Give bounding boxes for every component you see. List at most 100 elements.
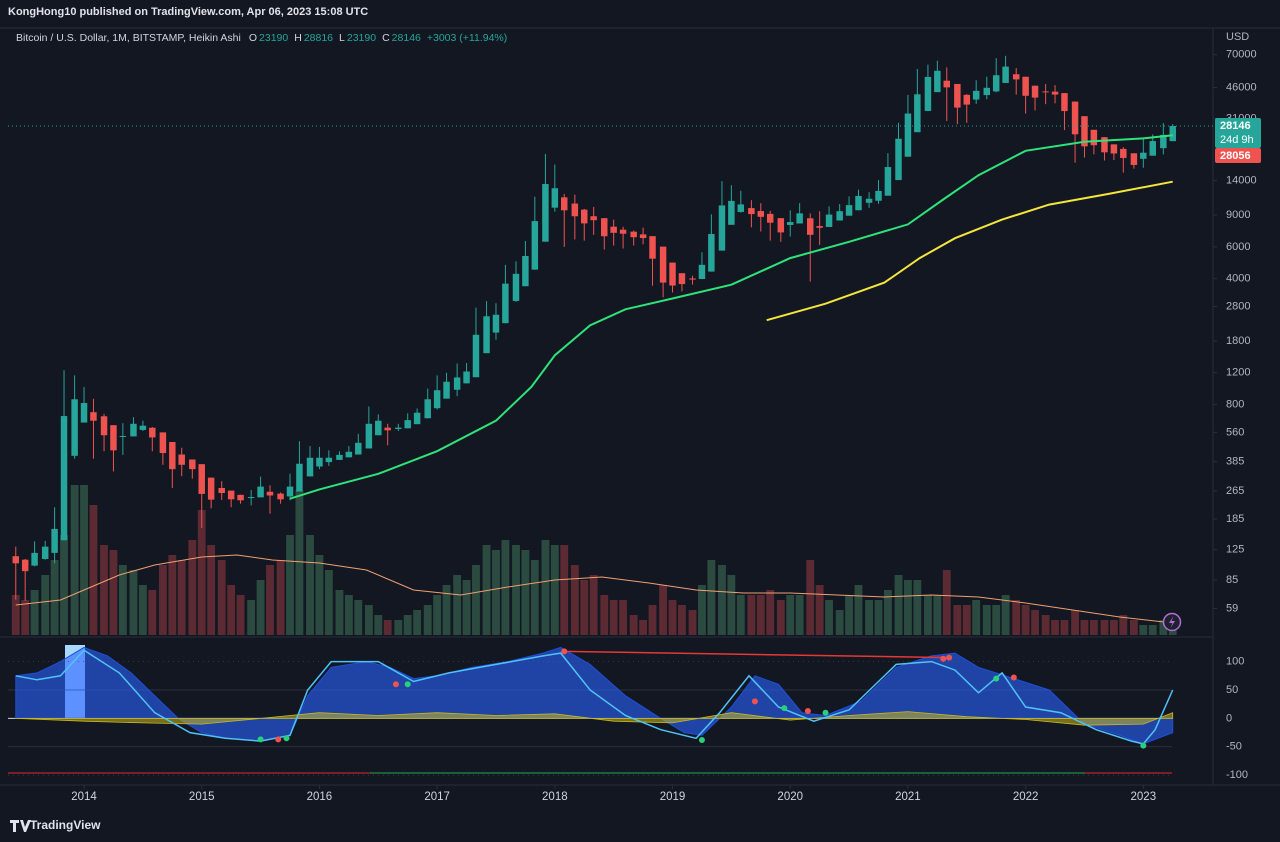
candle-body [924,76,932,111]
volume-bar [718,565,726,635]
volume-bar [324,570,333,635]
candle-body [286,486,294,497]
candle-body [395,427,402,429]
signal-dot [404,681,411,688]
volume-bar [1051,620,1059,635]
candle-body [1071,101,1079,135]
candle-body [581,209,588,224]
candle-body [375,420,382,436]
volume-bar [70,485,79,635]
volume-bar [403,615,412,635]
alert-icon[interactable] [1162,612,1182,632]
volume-bar [894,575,903,635]
footer-brand: TradingView [30,818,101,832]
candle-body [992,75,1000,92]
volume-bar [100,545,108,635]
volume-bar [394,620,403,635]
candle-body [492,314,500,333]
volume-bar [227,585,236,635]
currency-label: USD [1226,31,1249,43]
volume-bar [1089,620,1098,635]
legend: Bitcoin / U.S. Dollar, 1M, BITSTAMP, Hei… [16,32,511,44]
volume-bar [865,600,874,635]
volume-bar [177,560,186,635]
volume-bar [1100,620,1109,635]
volume-bar [1012,600,1021,635]
x-tick-label: 2014 [71,791,97,803]
candle-body [669,262,676,286]
candle-body [277,493,284,500]
candle-body [845,205,853,216]
y-tick-label: 185 [1226,513,1244,525]
volume-bar [924,595,932,635]
volume-bar [825,600,833,635]
volume-bar [247,600,256,635]
candle-body [914,94,921,133]
candle-body [51,528,58,553]
volume-bar [962,605,971,635]
candle-body [149,427,156,438]
candle-body [1061,93,1068,112]
candle-body [708,234,715,272]
candle-body [1031,85,1039,98]
candle-body [1160,134,1167,149]
volume-bar [138,585,147,635]
candle-body [531,221,539,270]
price-layer [8,55,1213,601]
signal-dot [822,709,829,716]
candle-body [257,486,264,498]
volume-bar [512,545,520,635]
candle-body [365,423,373,449]
candle-body [786,222,794,225]
volume-bar [335,590,344,635]
signal-dot [940,655,947,662]
wave-line [15,649,1174,745]
candle-body [159,432,167,454]
candle-body [963,94,971,105]
volume-bar [776,600,785,635]
candle-body [601,218,608,237]
candle-body [345,451,353,458]
ohlc-value: 28816 [303,32,334,44]
volume-bar [148,590,157,635]
ohlc-letter: L [339,32,345,44]
volume-bar [629,615,638,635]
y-tick-label: 70000 [1226,49,1257,61]
volume-bar [168,555,177,635]
volume-bar [188,540,197,635]
volume-bar [462,580,471,635]
volume-bar [492,550,500,635]
candle-body [472,334,480,378]
candle-body [748,208,755,215]
volume-bar [315,555,324,635]
candle-body [1140,152,1147,159]
volume-bar [560,545,569,635]
candle-body [698,264,706,280]
candle-body [130,423,137,437]
x-tick-label: 2018 [542,791,568,803]
wave-area [15,646,1174,745]
volume-bar [795,595,804,635]
alert-bolt[interactable] [1169,616,1175,628]
volume-bar [1119,615,1128,635]
y-tick-label: 46000 [1226,81,1257,93]
candle-body [110,425,117,451]
volume-bar [109,550,118,635]
volume-bar [913,580,922,635]
osc-tick-label: 100 [1226,655,1244,667]
candle-body [766,213,774,223]
candle-body [90,412,97,421]
volume-bar [874,600,883,635]
candle-body [836,211,843,221]
candle-body [1130,153,1138,165]
volume-bar [747,595,756,635]
volume-bar [197,510,206,635]
volume-bar [1001,595,1010,635]
candle-body [178,454,185,465]
logo [10,820,31,832]
volume-bar [207,545,216,635]
change: +3003 (+11.94%) [426,32,508,44]
volume-bar [118,565,127,635]
volume-bar [727,575,736,635]
